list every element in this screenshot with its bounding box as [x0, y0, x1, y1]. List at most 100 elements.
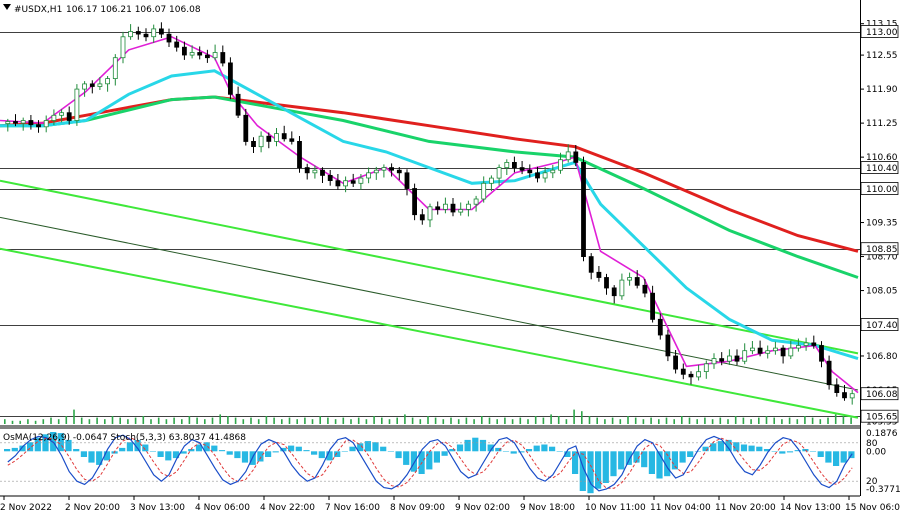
volume-bar — [396, 417, 398, 424]
volume-bar — [842, 416, 845, 424]
candle-body — [97, 83, 103, 87]
candle-body — [358, 177, 364, 184]
volume-bar — [88, 419, 91, 424]
osma-bar — [241, 451, 249, 463]
osma-bar — [188, 449, 195, 452]
osma-bar — [311, 451, 318, 455]
osma-bar — [487, 444, 494, 452]
volume-bar — [527, 419, 529, 424]
level-label-box — [860, 182, 899, 195]
volume-bar — [19, 420, 21, 424]
volume-bar — [250, 417, 252, 424]
osma-bar — [357, 443, 364, 452]
osma-bar — [149, 451, 156, 452]
volume-bar — [127, 419, 129, 424]
volume-bar — [665, 417, 668, 424]
candle-body — [204, 54, 210, 59]
volume-bar — [442, 419, 445, 424]
osma-bar — [748, 445, 755, 452]
osma-bar — [817, 451, 824, 457]
time-tick-label: 4 Nov 22:00 — [260, 503, 315, 513]
volume-bar — [50, 417, 52, 424]
price-tick-label: 106.80 — [866, 352, 898, 362]
candle-body — [442, 203, 448, 210]
candle-body — [450, 203, 456, 213]
candle-body — [519, 167, 525, 171]
level-label-107-40: 107.40 — [860, 318, 899, 331]
osma-bar — [165, 451, 172, 461]
candle-body — [581, 161, 586, 257]
candle-body — [619, 279, 625, 297]
volume-bar — [11, 420, 14, 424]
ma-slow-line — [0, 95, 859, 279]
osma-bar — [549, 446, 556, 452]
osma-bar — [218, 450, 226, 452]
volume-bar — [688, 417, 691, 424]
stoch-signal-line — [7, 437, 853, 489]
volume-bar — [404, 414, 406, 424]
volume-bar — [288, 417, 291, 424]
osma-bar — [34, 437, 41, 452]
candle-body — [51, 114, 57, 121]
osma-bar — [265, 451, 272, 457]
dropdown-triangle-icon[interactable] — [3, 4, 11, 10]
time-tick-label: 9 Nov 18:00 — [520, 503, 575, 513]
channel-upper-line — [0, 179, 859, 355]
osma-bar — [4, 449, 11, 452]
volume-bar — [204, 419, 206, 424]
volume-bar — [181, 419, 183, 424]
candle-body — [796, 345, 801, 349]
osma-bar — [11, 447, 18, 452]
volume-bar — [581, 411, 583, 424]
candle-body — [20, 120, 26, 124]
candle-body — [396, 169, 402, 174]
candle-body — [297, 140, 302, 168]
volume-bars — [4, 409, 852, 424]
volume-bar — [196, 417, 198, 424]
osma-bar — [456, 444, 464, 452]
volume-bar — [219, 414, 221, 424]
osma-bar — [234, 451, 241, 459]
osma-bar — [272, 451, 279, 453]
volume-bar — [296, 419, 298, 424]
symbol-label: #USDX,H1 — [14, 5, 62, 15]
volume-bar — [534, 416, 537, 424]
osma-bar — [794, 450, 801, 452]
osma-bar — [134, 439, 141, 452]
volume-bar — [27, 419, 29, 424]
osma-bar — [595, 451, 602, 489]
time-tick-label: 11 Nov 04:00 — [650, 503, 711, 513]
osma-bar — [441, 451, 448, 456]
osma-bar — [625, 451, 632, 465]
time-tick-label: 15 Nov 06:00 — [845, 503, 900, 513]
volume-bar — [542, 417, 545, 424]
osma-bar — [702, 446, 709, 452]
level-label-110-40: 110.40 — [860, 161, 899, 174]
volume-bar — [804, 416, 806, 424]
candle-body — [565, 151, 571, 161]
candle-body — [13, 121, 18, 124]
osma-bar — [809, 451, 817, 452]
osma-bar — [195, 444, 203, 452]
volume-bar — [434, 417, 437, 424]
volume-bar — [211, 417, 214, 424]
candle-body — [36, 124, 41, 128]
candle-body — [343, 180, 349, 187]
osma-bar — [19, 445, 26, 452]
candle-body — [82, 83, 87, 90]
candle-body — [74, 88, 80, 121]
volume-bar — [373, 416, 375, 424]
volume-bar — [611, 417, 614, 424]
osma-bar — [395, 451, 402, 459]
osma-bar — [710, 443, 717, 452]
time-tick-label: 4 Nov 06:00 — [195, 503, 250, 513]
osma-bar — [510, 451, 517, 454]
volume-bar — [273, 417, 275, 424]
osma-tick-label: 0.00 — [866, 447, 886, 457]
volume-bar — [427, 416, 429, 424]
volume-bar — [242, 419, 245, 424]
volume-bar — [157, 417, 160, 424]
osma-bar — [349, 446, 356, 452]
candle-body — [227, 62, 233, 95]
